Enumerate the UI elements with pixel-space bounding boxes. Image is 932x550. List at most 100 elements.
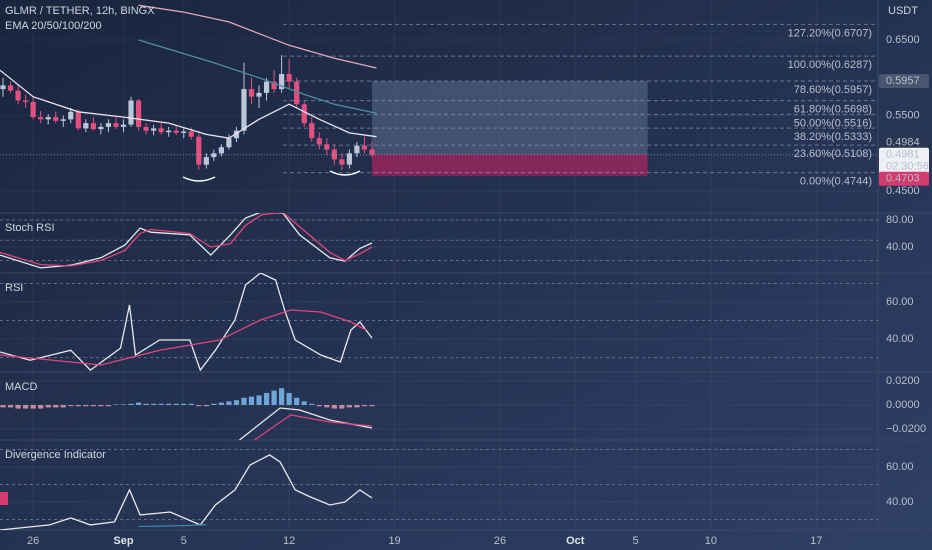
histogram-bar (151, 403, 157, 405)
candle-body (105, 123, 112, 127)
histogram-bar (158, 403, 164, 405)
histogram-bar (241, 397, 247, 405)
histogram-bar (361, 404, 368, 407)
candle-body (294, 81, 300, 105)
x-tick-label: 17 (810, 535, 822, 547)
fib-label: 100.00%(0.6287) (788, 59, 872, 71)
histogram-bar (301, 401, 307, 405)
candle-body (263, 81, 270, 93)
candle-body (166, 130, 172, 133)
candle-body (203, 157, 209, 165)
y-tick-label: −0.0200 (886, 423, 926, 435)
histogram-bar (90, 404, 96, 407)
y-tick-label: 40.00 (886, 241, 914, 253)
candle-body (68, 111, 74, 120)
candle-body (38, 117, 44, 120)
candle-body (53, 117, 59, 121)
histogram-bar (45, 404, 51, 408)
candle-body (90, 123, 96, 130)
candle-body (60, 119, 66, 121)
candle-body (256, 92, 262, 97)
y-tick-label: 80.00 (886, 214, 914, 226)
histogram-bar (188, 403, 194, 405)
histogram-bar (128, 403, 134, 405)
histogram-bar (324, 404, 330, 408)
candle-body (233, 130, 240, 139)
x-tick-label: 26 (494, 535, 506, 547)
y-tick-label: 0.5500 (886, 109, 920, 121)
chart-subtitle: EMA 20/50/100/200 (5, 20, 102, 32)
histogram-bar (369, 404, 375, 407)
histogram-bar (294, 397, 300, 405)
position-target-zone (371, 81, 648, 155)
candle-body (361, 145, 368, 150)
mark-layer (0, 4, 878, 530)
indicator-line (239, 407, 373, 440)
signal-flag (0, 492, 8, 505)
x-tick-label: 12 (283, 535, 295, 547)
indicator-line (138, 39, 377, 114)
histogram-bar (120, 404, 127, 405)
y-tick-label: 0.4500 (886, 185, 920, 197)
candle-body (135, 100, 142, 127)
fib-label: 38.20%(0.5333) (794, 131, 872, 143)
pattern-arc (329, 170, 361, 176)
candle-body (271, 81, 277, 90)
histogram-bar (113, 404, 119, 405)
candle-body (248, 89, 255, 97)
histogram-bar (339, 404, 345, 409)
pane-title: RSI (5, 282, 23, 294)
histogram-bar (286, 392, 292, 405)
fib-label: 127.20%(0.6707) (788, 27, 872, 39)
x-tick-label: 10 (705, 535, 717, 547)
histogram-bar (233, 400, 240, 405)
candle-body (196, 136, 202, 165)
candle-body (339, 159, 345, 165)
price-tag (879, 135, 929, 150)
histogram-bar (211, 403, 217, 405)
fib-label: 0.00%(0.4744) (800, 176, 872, 188)
histogram-bar (75, 404, 81, 407)
histogram-bar (248, 396, 255, 405)
histogram-bar (83, 404, 89, 407)
histogram-bar (256, 395, 262, 405)
histogram-bar (0, 404, 6, 408)
x-tick-label: Oct (566, 535, 585, 547)
candle-body (23, 100, 29, 102)
y-tick-label: 40.00 (886, 496, 914, 508)
x-tick-label: Sep (113, 535, 133, 547)
candle-body (226, 138, 232, 148)
histogram-bar (143, 403, 149, 405)
candle-body (30, 101, 36, 118)
price-tag (879, 74, 929, 89)
y-tick-label: 0.0000 (886, 399, 920, 411)
candle-body (324, 144, 330, 150)
x-tick-label: 19 (388, 535, 400, 547)
histogram-bar (105, 404, 112, 407)
histogram-bar (279, 388, 285, 405)
candle-body (98, 126, 104, 130)
candle-body (354, 145, 360, 154)
candle-body (188, 131, 194, 137)
histogram-bar (135, 402, 142, 405)
fib-label: 50.00%(0.5516) (794, 117, 872, 129)
histogram-bar (30, 404, 36, 409)
candle-body (158, 128, 164, 133)
indicator-line (138, 524, 207, 528)
candle-body (286, 74, 292, 82)
pattern-arc (182, 176, 216, 182)
chart-title: GLMR / TETHER, 12h, BINGX (5, 5, 155, 17)
pane-title: Stoch RSI (5, 222, 55, 234)
candle-body (369, 149, 375, 155)
pane-title: MACD (5, 381, 37, 393)
histogram-bar (218, 402, 224, 405)
indicator-line (0, 69, 377, 139)
histogram-bar (181, 403, 187, 405)
histogram-bar (203, 404, 209, 407)
histogram-bar (98, 404, 104, 407)
histogram-bar (7, 404, 14, 408)
candle-body (309, 123, 315, 139)
histogram-bar (354, 404, 360, 408)
